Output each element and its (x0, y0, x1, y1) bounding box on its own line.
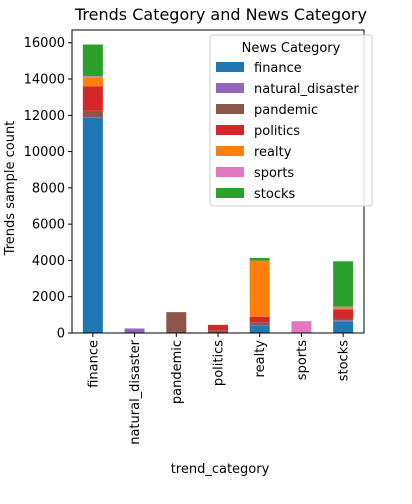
bar-stocks-pandemic (333, 318, 354, 321)
legend-label-sports: sports (254, 166, 294, 181)
x-tick-label: politics (212, 340, 227, 386)
x-axis-label: trend_category (171, 462, 270, 477)
bar-finance-realty (82, 77, 103, 87)
y-tick-label: 0 (57, 327, 65, 342)
bar-stocks-natural_disaster (333, 320, 354, 322)
bar-finance-natural_disaster (82, 117, 103, 118)
y-axis: 0 2000 4000 6000 8000 10000 12000 14000 16000 (24, 36, 72, 342)
bar-politics-pandemic (208, 330, 228, 333)
legend-label-finance: finance (254, 61, 302, 76)
bar-realty-stocks (249, 257, 270, 261)
bar-pandemic-pandemic (166, 312, 187, 333)
x-tick-label: finance (86, 340, 101, 388)
bar-sports-sports (291, 321, 312, 333)
y-tick-label: 12000 (24, 109, 65, 124)
bar-stocks-stocks (333, 261, 354, 307)
legend-swatch-realty (216, 146, 244, 156)
bar-realty-politics (249, 316, 270, 323)
bar-finance-sports (82, 76, 103, 78)
bar-realty-finance (249, 325, 270, 333)
bar-stocks-realty (333, 308, 354, 310)
y-tick-label: 14000 (24, 72, 65, 87)
x-tick-label: pandemic (170, 340, 185, 404)
legend-swatch-finance (216, 62, 244, 72)
legend-swatch-politics (216, 125, 244, 135)
x-tick-label: realty (253, 340, 268, 378)
legend-swatch-natural_disaster (216, 83, 244, 93)
chart-title: Trends Category and News Category (74, 5, 367, 24)
x-tick-label: natural_disaster (128, 339, 143, 444)
bar-natural_disaster-natural_disaster (124, 328, 145, 333)
y-tick-label: 6000 (32, 218, 65, 233)
bar-politics-politics (208, 324, 228, 331)
legend-label-stocks: stocks (254, 187, 295, 202)
plot-bars (82, 44, 354, 333)
y-tick-label: 4000 (32, 254, 65, 269)
x-tick-label: sports (295, 340, 310, 380)
legend-swatch-stocks (216, 188, 244, 198)
bar-realty-realty (249, 260, 270, 317)
bar-stocks-finance (333, 321, 354, 333)
x-axis: finance natural_disaster pandemic politics r… (86, 333, 352, 445)
bar-finance-finance (82, 118, 103, 333)
bar-stocks-sports (333, 306, 354, 309)
legend-box (209, 34, 373, 207)
bar-finance-pandemic (82, 110, 103, 118)
legend-label-pandemic: pandemic (254, 103, 318, 118)
legend-label-realty: realty (254, 145, 292, 160)
bar-realty-pandemic (249, 322, 270, 326)
legend: News Category finance natural_disasterpand… (209, 34, 373, 207)
bar-finance-politics (82, 86, 103, 111)
legend-swatch-sports (216, 167, 244, 177)
legend-title: News Category (242, 41, 341, 56)
x-tick-label: stocks (337, 340, 352, 381)
bar-stocks-politics (333, 309, 354, 319)
legend-swatch-pandemic (216, 104, 244, 114)
y-tick-label: 8000 (32, 181, 65, 196)
y-axis-label: Trends sample count (3, 121, 18, 257)
y-tick-label: 10000 (24, 145, 65, 160)
legend-label-natural_disaster: natural_disaster (254, 82, 359, 97)
bar-finance-stocks (82, 44, 103, 77)
y-tick-label: 16000 (24, 36, 65, 51)
legend-label-politics: politics (254, 124, 300, 139)
y-tick-label: 2000 (32, 290, 65, 305)
